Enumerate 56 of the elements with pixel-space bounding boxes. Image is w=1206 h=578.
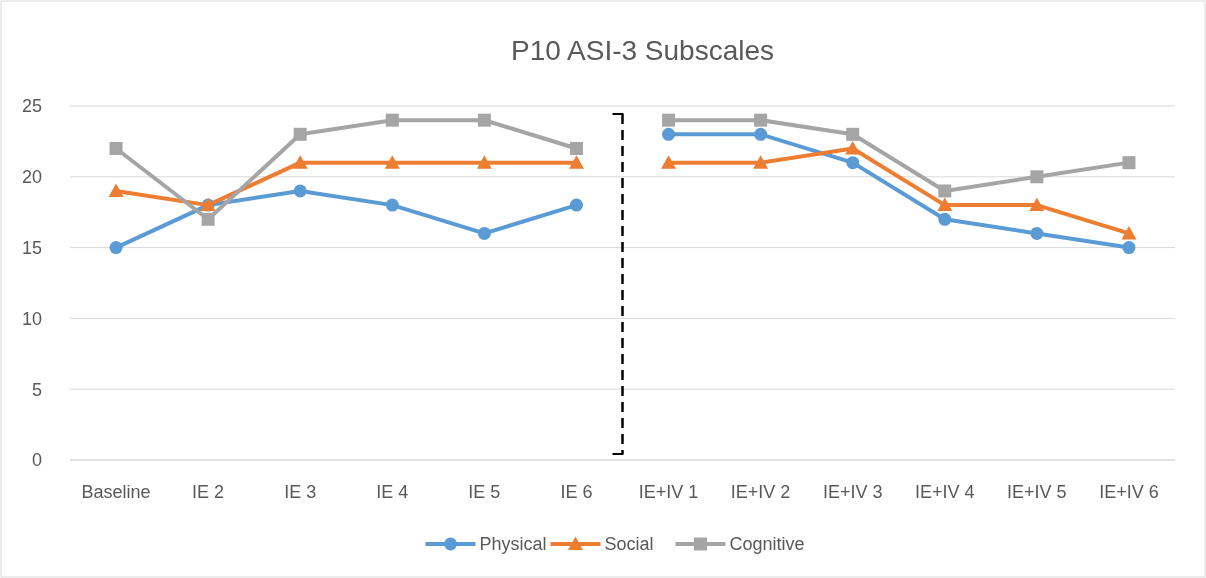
point	[845, 140, 861, 155]
point	[109, 241, 123, 255]
point	[1030, 170, 1044, 184]
x-tick-label: IE 5	[468, 482, 501, 502]
chart-title: P10 ASI-3 Subscales	[510, 35, 775, 66]
point	[1122, 156, 1136, 170]
y-tick-label: 0	[31, 450, 42, 471]
point	[1030, 226, 1044, 240]
point	[1029, 197, 1045, 212]
x-tick-label: IE+IV 2	[730, 482, 791, 502]
y-tick-label: 5	[31, 379, 42, 400]
y-tick-label: 10	[21, 308, 42, 329]
point	[846, 127, 860, 141]
point	[754, 127, 768, 141]
y-tick-label: 25	[21, 96, 42, 117]
x-tick-label: IE 6	[560, 482, 593, 502]
point	[753, 155, 769, 169]
point	[385, 113, 399, 127]
y-tick-label: 20	[21, 167, 42, 188]
point	[938, 212, 952, 226]
point	[661, 155, 677, 169]
x-tick-label: IE 3	[284, 482, 317, 502]
point	[385, 198, 399, 212]
point	[1121, 225, 1137, 240]
legend-label: Physical	[479, 534, 547, 555]
x-tick-label: IE+IV 1	[638, 482, 699, 502]
point	[754, 113, 768, 127]
point	[292, 155, 308, 169]
point	[938, 184, 952, 198]
point	[846, 156, 860, 170]
point	[384, 155, 400, 169]
point	[662, 113, 676, 127]
point	[477, 226, 491, 240]
x-tick-label: IE 2	[192, 482, 225, 502]
point	[937, 197, 953, 212]
legend-label: Social	[604, 534, 654, 555]
y-tick-label: 15	[21, 237, 42, 258]
point	[662, 127, 676, 141]
x-tick-label: IE+IV 5	[1007, 482, 1067, 502]
x-tick-label: IE+IV 6	[1099, 482, 1159, 502]
x-tick-label: IE 4	[376, 482, 409, 502]
x-tick-label: Baseline	[81, 482, 151, 502]
point	[568, 155, 584, 169]
point	[569, 198, 583, 212]
point	[1122, 241, 1136, 255]
point	[201, 212, 215, 226]
x-tick-label: IE+IV 4	[915, 482, 975, 502]
point	[108, 183, 124, 197]
point	[109, 141, 123, 155]
point	[293, 127, 307, 141]
x-tick-label: IE+IV 3	[822, 482, 883, 502]
legend-label: Cognitive	[729, 534, 805, 555]
point	[476, 155, 492, 169]
point	[293, 184, 307, 198]
point	[569, 141, 583, 155]
point	[477, 113, 491, 127]
